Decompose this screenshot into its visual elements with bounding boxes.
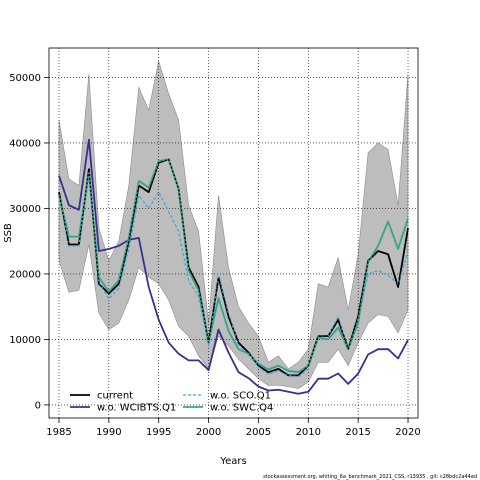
legend-label-3: w.o. SWC.Q4: [210, 403, 273, 414]
series-line-1: [58, 138, 409, 395]
y-axis-title: SSB: [3, 223, 14, 243]
x-tick-label-2020: 2020: [395, 427, 420, 438]
x-tick-label-1995: 1995: [146, 427, 171, 438]
series-layer: [58, 138, 409, 395]
x-tick-label-1990: 1990: [96, 427, 121, 438]
series-line-current-overlay: [58, 158, 409, 376]
x-tick-label-2000: 2000: [196, 427, 221, 438]
legend-label-2: w.o. SCO.Q1: [210, 391, 271, 402]
x-tick-label-1985: 1985: [46, 427, 71, 438]
x-tick-label-2010: 2010: [296, 427, 321, 438]
y-tick-label-30000: 30000: [9, 204, 41, 215]
legend-label-1: w.o. WCIBTS.Q1: [97, 403, 176, 414]
x-tick-label-2015: 2015: [345, 427, 370, 438]
x-axis-title: Years: [219, 456, 246, 467]
series-line-2: [58, 175, 409, 378]
y-tick-label-40000: 40000: [9, 138, 41, 149]
y-axis: 0 10000 20000 30000 40000 50000: [9, 73, 49, 411]
legend-label-0: current: [97, 391, 133, 402]
x-tick-label-2005: 2005: [246, 427, 271, 438]
x-axis: 1985 1990 1995 2000 2005 2010 2015 2020: [46, 418, 421, 438]
footer-credit: stockassessment.org, whiting_6a_benchmar…: [263, 474, 477, 480]
plot-frame: [48, 47, 419, 419]
y-tick-label-20000: 20000: [9, 269, 41, 280]
y-tick-label-0: 0: [35, 400, 41, 411]
y-tick-label-50000: 50000: [9, 73, 41, 84]
y-tick-label-10000: 10000: [9, 335, 41, 346]
